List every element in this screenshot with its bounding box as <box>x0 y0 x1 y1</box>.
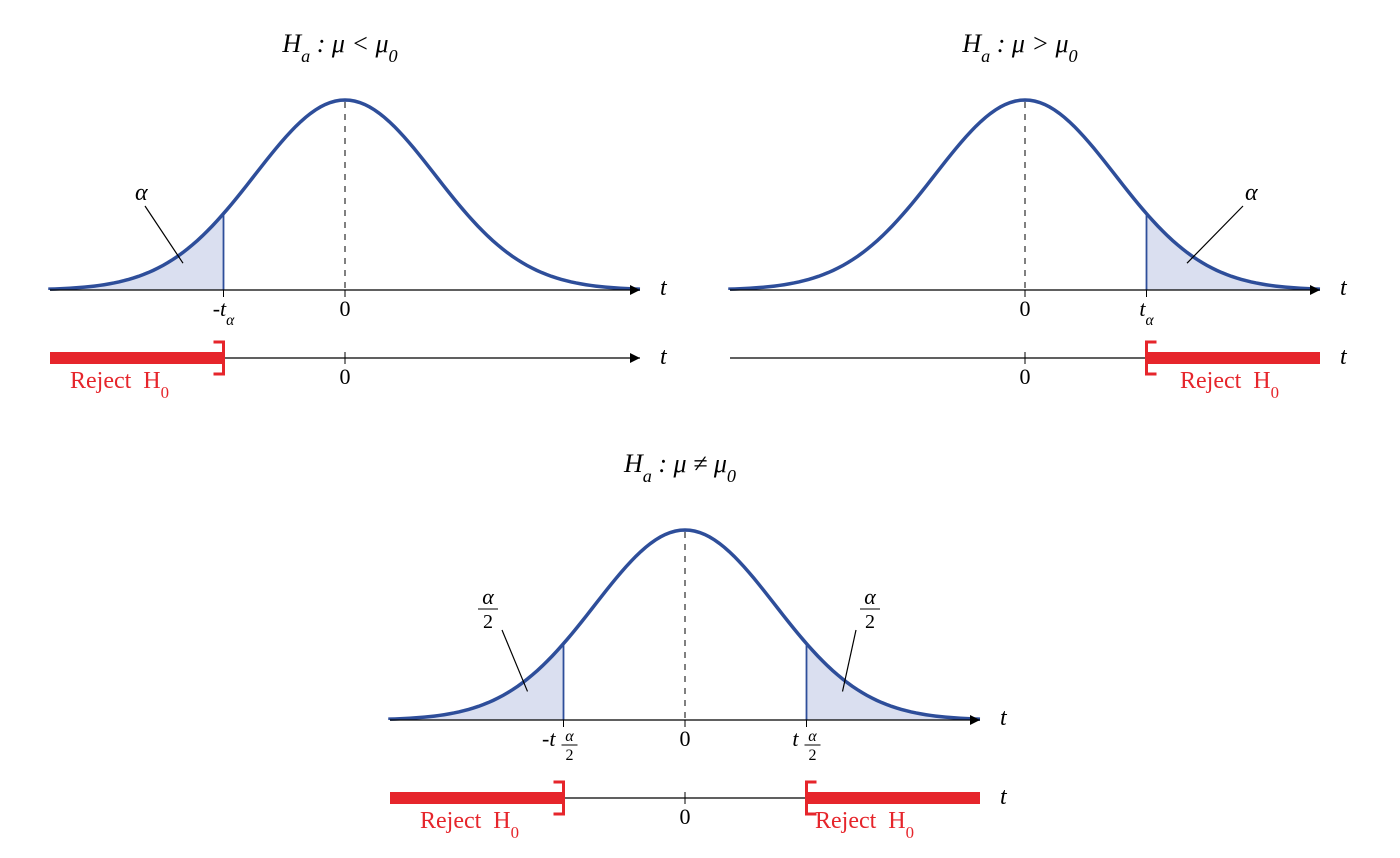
reject-label: Reject H0 <box>70 368 169 400</box>
svg-text:2: 2 <box>865 611 875 633</box>
axis-arrow <box>970 715 980 725</box>
svg-text:-t: -t <box>542 726 556 751</box>
axis-t-label: t <box>1000 705 1008 731</box>
panel-two-tail: t-tα20tα2α2α2Ha : μ ≠ μ0t0Reject H0Rejec… <box>360 440 1040 840</box>
tick-label: 0 <box>1020 296 1031 321</box>
svg-text:2: 2 <box>483 611 493 633</box>
tick-label: 0 <box>680 726 691 751</box>
panel-title: Ha : μ < μ0 <box>281 29 397 66</box>
tick-label: -t α 2 <box>542 726 577 764</box>
reject-region <box>1147 352 1321 364</box>
axis-arrow <box>1310 285 1320 295</box>
reject-region <box>50 352 224 364</box>
reject-label: Reject H0 <box>1180 368 1279 400</box>
axis-arrow <box>630 285 640 295</box>
tick-label: 0 <box>340 364 351 389</box>
tick-label: tα <box>1139 296 1154 329</box>
panel-title: Ha : μ ≠ μ0 <box>623 449 736 486</box>
reject-label: Reject H0 <box>420 808 519 840</box>
panel-wrapper: t-tα20tα2α2α2Ha : μ ≠ μ0t0Reject H0Rejec… <box>360 440 1040 840</box>
tick-label: -tα <box>213 296 235 329</box>
panel-left-tail: t -tα 0 α Ha : μ < μ0 t 0 Reject H0 <box>20 20 700 400</box>
svg-text:α: α <box>565 728 574 745</box>
panel-right-tail: t 0 tα α Ha : μ > μ0 t 0 Reject H0 <box>700 20 1380 400</box>
tick-label: 0 <box>340 296 351 321</box>
axis-t-label: t <box>1340 275 1348 301</box>
alpha-pointer <box>502 630 528 691</box>
reject-axis-t-label: t <box>1000 784 1008 810</box>
svg-text:α: α <box>864 584 876 609</box>
alpha-label: α <box>135 180 148 206</box>
svg-text:2: 2 <box>809 747 817 764</box>
tick-label: 0 <box>680 804 691 829</box>
axis-arrow <box>630 353 640 363</box>
panel-wrapper: t 0 tα α Ha : μ > μ0 t 0 Reject H0 <box>700 20 1380 400</box>
reject-label: Reject H0 <box>815 808 914 840</box>
svg-text:α: α <box>808 728 817 745</box>
alpha-pointer <box>1187 206 1243 263</box>
axis-t-label: t <box>660 275 668 301</box>
svg-text:2: 2 <box>566 747 574 764</box>
panel-wrapper: t -tα 0 α Ha : μ < μ0 t 0 Reject H0 <box>20 20 700 400</box>
svg-text:t: t <box>792 726 799 751</box>
reject-axis-t-label: t <box>660 344 668 370</box>
reject-region <box>807 792 981 804</box>
tick-label: tα 2 <box>792 726 820 764</box>
alpha-label: α <box>1245 180 1258 206</box>
alpha-label: α2 <box>478 584 498 633</box>
alpha-pointer <box>145 206 183 263</box>
diagram-container: t-tα0αHa : μ < μ0t0Reject H0t0tααHa : μ … <box>20 20 1380 838</box>
alpha-label: α2 <box>860 584 880 633</box>
svg-text:α: α <box>482 584 494 609</box>
panel-title: Ha : μ > μ0 <box>961 29 1077 66</box>
reject-region <box>390 792 564 804</box>
tick-label: 0 <box>1020 364 1031 389</box>
reject-axis-t-label: t <box>1340 344 1348 370</box>
